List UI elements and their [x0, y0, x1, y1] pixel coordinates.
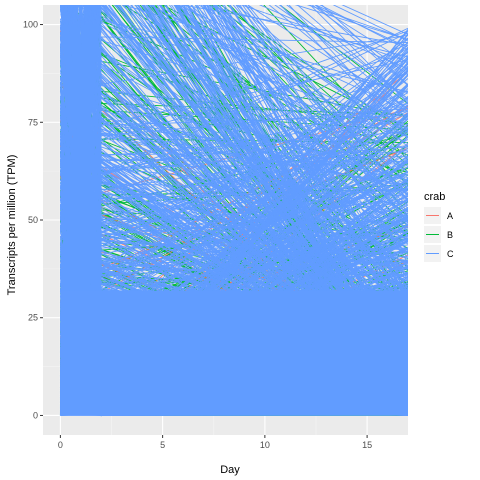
series-line-c — [176, 5, 408, 416]
series-line-c — [121, 5, 408, 277]
series-c — [59, 5, 408, 417]
legend-label-c: C — [447, 249, 454, 259]
series-line-c — [114, 5, 408, 331]
series-line-c — [118, 5, 408, 404]
series-line-c — [191, 5, 408, 397]
y-axis-title: Transcripts per million (TPM) — [6, 155, 18, 296]
y-tick-label: 75 — [28, 117, 38, 127]
series-c-low-band — [60, 290, 408, 416]
series-line-c — [59, 5, 408, 363]
series-line-c — [84, 5, 408, 242]
series-line-c — [236, 5, 408, 148]
series-line-c — [59, 5, 408, 302]
legend-label-a: A — [447, 211, 453, 221]
series-line-c — [75, 5, 408, 198]
series-line-c — [82, 5, 408, 137]
x-tick-label: 5 — [160, 440, 165, 450]
series-line-c — [159, 5, 408, 393]
series-line-c — [59, 5, 408, 362]
series-line-c — [59, 5, 408, 289]
series-line-c — [288, 5, 408, 135]
x-tick-label: 0 — [58, 440, 63, 450]
series-line-c — [173, 5, 408, 352]
legend-label-b: B — [447, 230, 453, 240]
y-axis: 0 25 50 75 100 — [23, 20, 43, 420]
legend-key-a: A — [424, 207, 453, 224]
x-axis-title: Day — [220, 464, 240, 476]
y-tick-label: 100 — [23, 20, 38, 30]
series-c-early-band — [60, 24, 102, 291]
y-tick-label: 25 — [28, 313, 38, 323]
series-line-c — [79, 5, 408, 247]
series-line-c — [130, 5, 408, 293]
legend-key-b: B — [424, 226, 453, 243]
legend: crab A B C — [424, 191, 454, 262]
y-tick-label: 0 — [33, 410, 38, 420]
series-line-c — [59, 5, 408, 375]
series-line-c — [218, 5, 408, 311]
legend-title: crab — [424, 191, 445, 203]
x-axis: 0 5 10 15 — [58, 435, 372, 450]
series-line-c — [173, 5, 408, 403]
legend-key-c: C — [424, 245, 454, 262]
series-line-c — [176, 5, 408, 209]
x-tick-label: 15 — [362, 440, 372, 450]
series-lines — [59, 5, 408, 417]
y-tick-label: 50 — [28, 215, 38, 225]
series-line-c — [83, 5, 408, 221]
x-tick-label: 10 — [260, 440, 270, 450]
series-line-c — [59, 5, 408, 227]
